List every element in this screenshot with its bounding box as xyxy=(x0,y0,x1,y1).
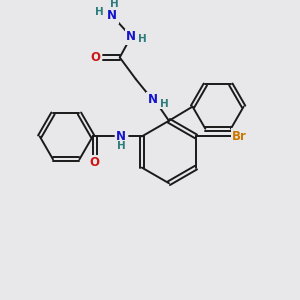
Text: N: N xyxy=(126,30,136,43)
Text: H: H xyxy=(138,34,147,44)
Text: H: H xyxy=(117,141,125,151)
Text: O: O xyxy=(90,156,100,170)
Text: N: N xyxy=(107,9,117,22)
Text: N: N xyxy=(116,130,126,143)
Text: H: H xyxy=(94,7,103,17)
Text: Br: Br xyxy=(232,130,247,143)
Text: H: H xyxy=(160,99,169,109)
Text: O: O xyxy=(90,51,100,64)
Text: H: H xyxy=(110,0,118,10)
Text: N: N xyxy=(148,94,158,106)
